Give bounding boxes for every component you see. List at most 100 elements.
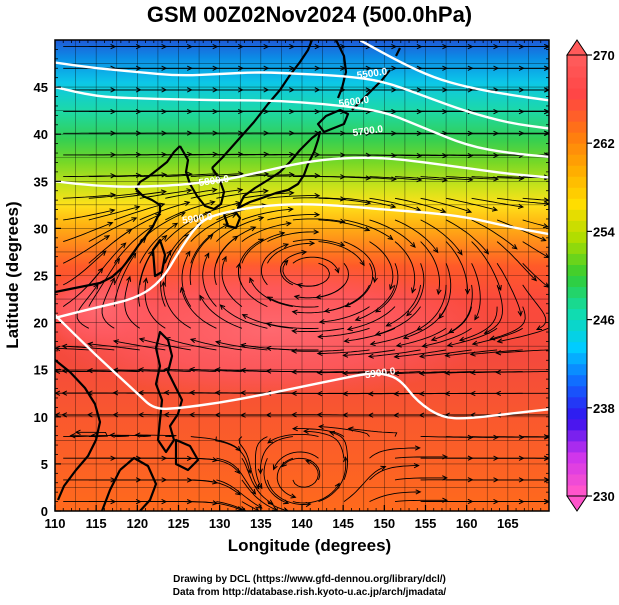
streamline xyxy=(348,428,398,437)
streamline-arrow xyxy=(214,367,221,373)
streamline xyxy=(62,235,110,264)
streamline-arrow xyxy=(134,205,141,211)
streamline xyxy=(241,457,274,505)
streamline xyxy=(297,262,330,287)
streamline-arrow xyxy=(74,429,81,435)
streamline-arrow xyxy=(100,250,107,256)
colorbar-tick-label: 262 xyxy=(593,136,615,151)
streamline xyxy=(471,241,502,291)
streamline xyxy=(319,426,370,437)
streamline-arrow xyxy=(265,368,272,374)
streamline-arrow xyxy=(365,175,372,181)
streamline xyxy=(163,282,192,329)
streamline-arrow xyxy=(291,309,298,315)
streamline xyxy=(522,284,547,330)
streamline-arrow xyxy=(281,461,287,468)
streamline-arrow xyxy=(249,277,255,284)
streamline-arrow xyxy=(86,412,93,418)
streamline xyxy=(446,197,498,211)
streamline-arrow xyxy=(406,310,412,317)
streamline xyxy=(317,371,370,374)
streamline-arrow xyxy=(444,391,451,397)
streamline-arrow xyxy=(540,236,547,242)
y-tick-label: 45 xyxy=(34,80,48,95)
y-tick-label: 35 xyxy=(34,174,48,189)
colorbar-band xyxy=(567,275,587,288)
streamline-arrow xyxy=(318,424,324,430)
streamline xyxy=(292,218,345,223)
streamline xyxy=(215,436,251,473)
streamline xyxy=(241,174,294,178)
streamline xyxy=(241,208,293,221)
streamline-arrow xyxy=(120,242,127,249)
streamline xyxy=(113,253,137,307)
streamline-arrow xyxy=(69,433,76,439)
streamline xyxy=(190,457,240,474)
streamline-arrow xyxy=(339,218,346,224)
streamline-arrow xyxy=(372,277,378,284)
streamline-arrow xyxy=(214,340,222,346)
streamline-arrow xyxy=(290,493,297,499)
streamline-arrow xyxy=(109,208,116,214)
streamline-arrow xyxy=(495,369,502,375)
streamline xyxy=(281,457,321,481)
streamline-arrow xyxy=(367,353,374,359)
streamline xyxy=(318,176,371,179)
streamline-arrow xyxy=(430,336,437,342)
streamline-arrow xyxy=(517,203,525,209)
streamline-arrow xyxy=(112,339,120,345)
streamline xyxy=(292,256,339,273)
streamline xyxy=(369,491,421,503)
streamline xyxy=(522,262,549,288)
streamline xyxy=(139,201,190,221)
streamline xyxy=(165,173,218,178)
streamline-arrow xyxy=(316,350,323,357)
x-ticks: 110 115 120 125 130 135 140 145 150 155 160 165 xyxy=(45,40,550,531)
streamline-arrow xyxy=(415,489,422,495)
streamline xyxy=(522,219,549,228)
colorbar-band xyxy=(567,165,587,177)
streamline xyxy=(292,197,345,200)
streamline-arrow xyxy=(380,465,387,471)
streamline-arrow xyxy=(61,412,68,418)
streamline xyxy=(190,338,242,351)
streamline xyxy=(164,222,203,264)
streamline-arrow xyxy=(316,390,323,397)
streamline-arrow xyxy=(267,499,274,505)
streamline-arrow xyxy=(135,172,142,178)
coast-honshu xyxy=(236,130,322,210)
streamline xyxy=(386,284,422,327)
streamline xyxy=(438,263,452,319)
streamline-arrow xyxy=(86,367,93,374)
y-tick-label: 0 xyxy=(41,504,48,519)
streamline xyxy=(124,276,141,329)
streamline xyxy=(215,341,268,351)
streamline-arrow xyxy=(465,208,473,214)
colorbar-band xyxy=(567,176,587,188)
streamline xyxy=(343,241,376,283)
streamline xyxy=(114,174,167,178)
streamline-arrow xyxy=(239,390,246,396)
streamline-arrow xyxy=(239,412,246,418)
streamline-arrow xyxy=(495,390,502,397)
streamline-arrow xyxy=(342,412,348,418)
streamline xyxy=(343,176,396,180)
colorbar-band xyxy=(567,396,587,409)
streamline-arrow xyxy=(474,314,480,321)
streamline-arrow xyxy=(90,432,97,438)
streamline xyxy=(420,176,473,181)
colorbar-tick-label: 254 xyxy=(593,224,615,239)
colorbar-band xyxy=(567,209,587,221)
streamline xyxy=(266,347,319,351)
streamline xyxy=(113,225,155,264)
coast-philippines xyxy=(154,330,184,454)
streamline xyxy=(369,176,422,181)
streamline xyxy=(316,263,349,298)
streamline xyxy=(267,214,320,221)
streamline xyxy=(347,306,396,330)
streamline xyxy=(446,176,498,180)
colorbar-band xyxy=(567,407,587,420)
streamline-arrow xyxy=(291,328,298,334)
streamline-arrow xyxy=(344,302,351,308)
streamline-arrow xyxy=(288,190,295,196)
